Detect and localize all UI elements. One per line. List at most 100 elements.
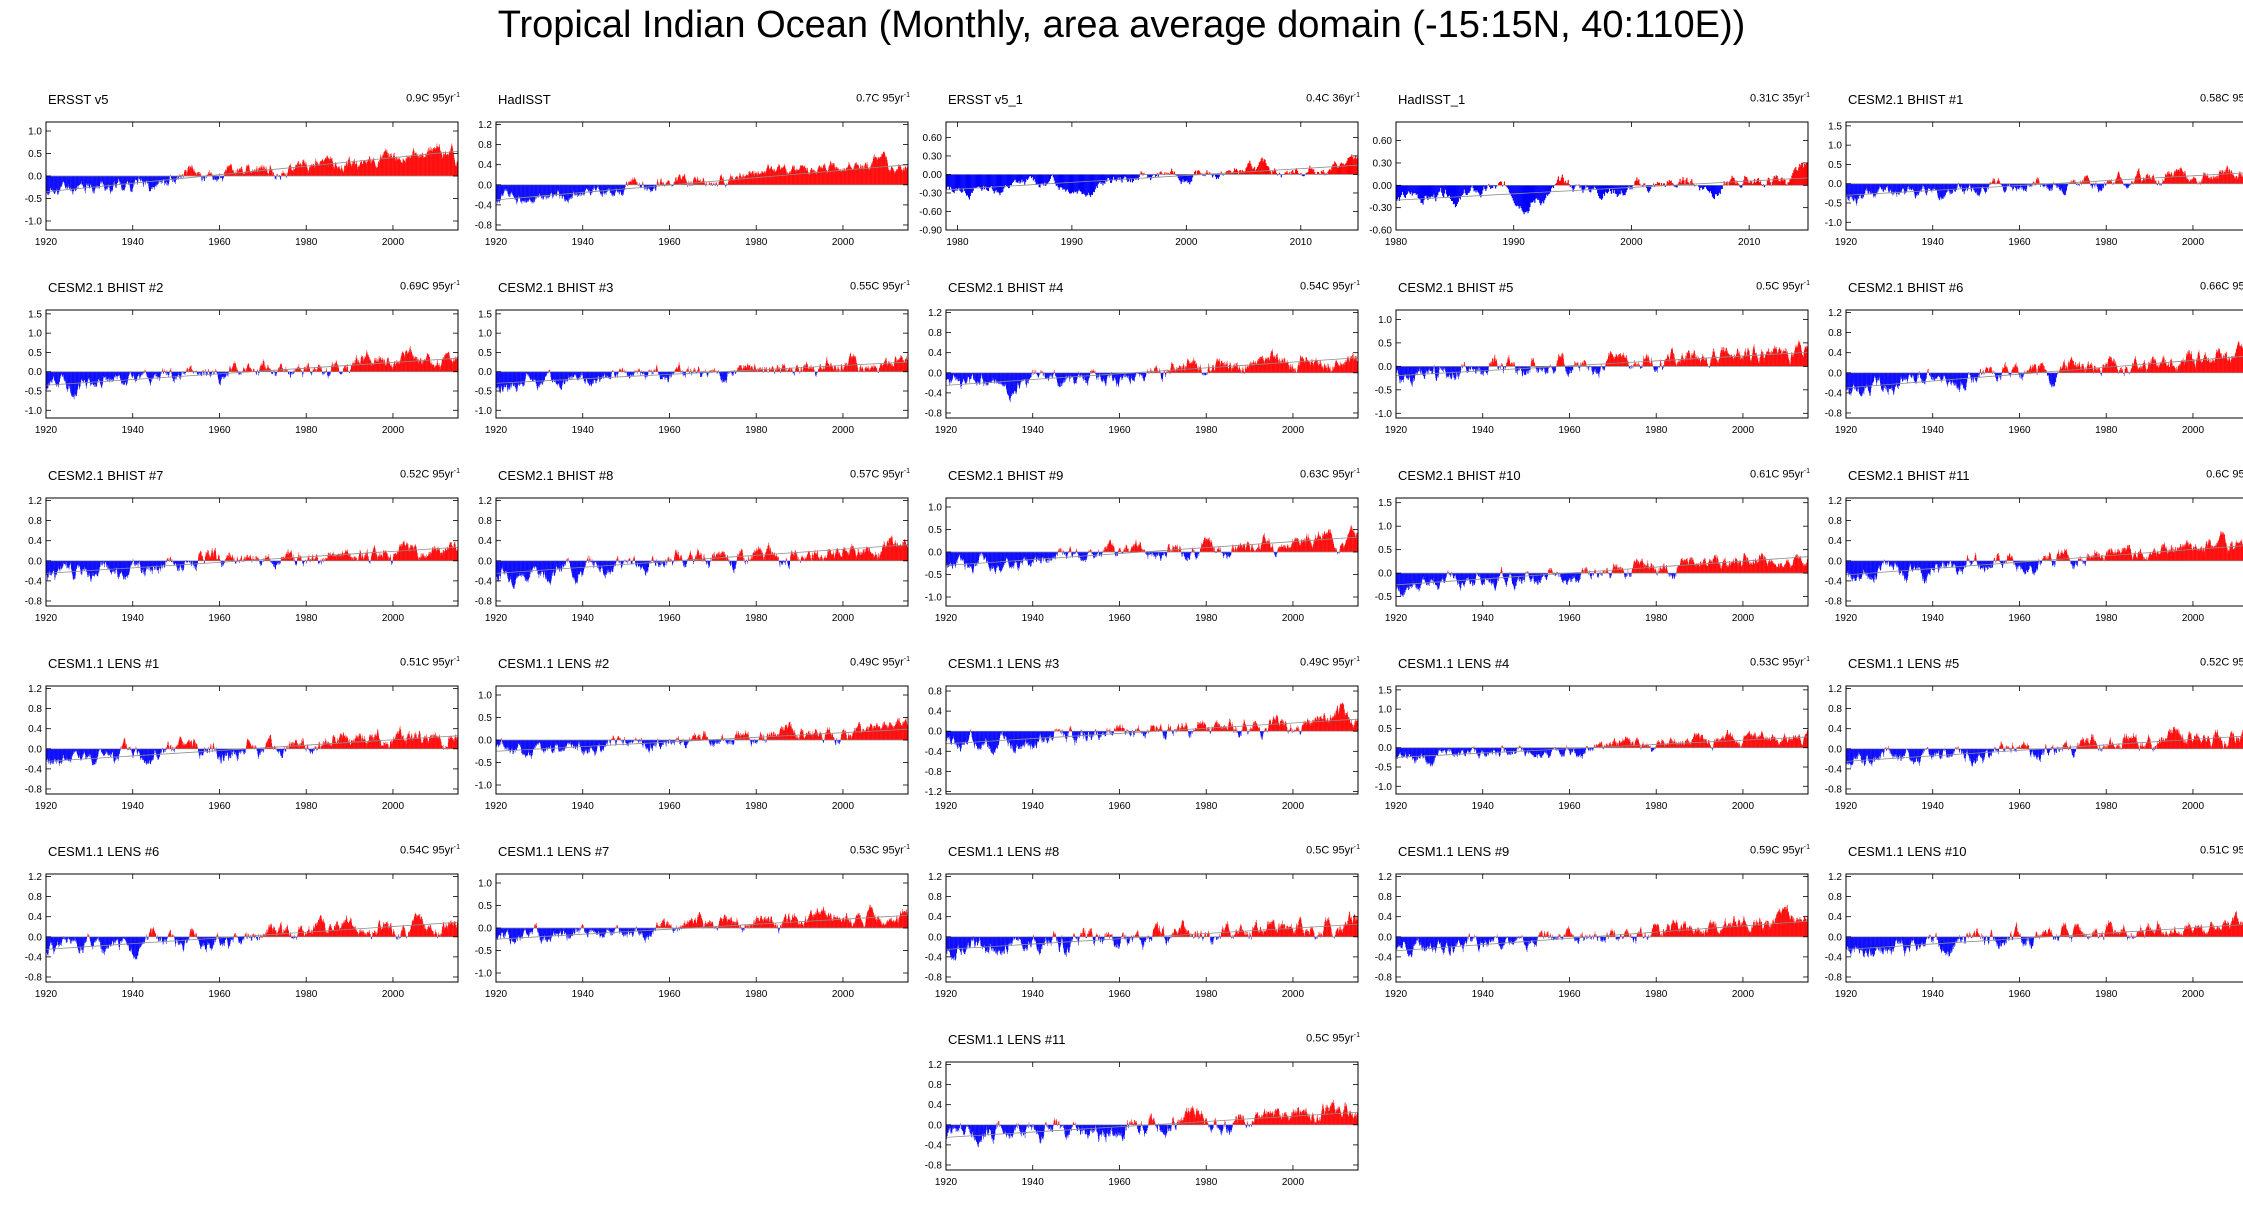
anomaly-bar [687,184,689,188]
anomaly-bar [992,174,994,191]
anomaly-bar [1516,185,1518,206]
anomaly-bar [1288,173,1290,175]
anomaly-bar [739,175,741,185]
anomaly-bar [827,171,828,185]
anomaly-bar [801,166,802,185]
anomaly-bar [1228,170,1230,175]
anomaly-bar [830,160,831,185]
anomaly-bar [1929,183,1930,190]
anomaly-bar [1928,183,1929,189]
anomaly-bar [266,169,268,176]
anomaly-bar [2151,179,2152,184]
anomaly-bar [2043,183,2045,188]
anomaly-bar [514,184,516,201]
anomaly-bar [812,170,814,185]
anomaly-bar [2147,174,2149,184]
anomaly-bar [356,161,357,176]
anomaly-bar [1164,172,1166,175]
anomaly-bar [68,371,69,389]
anomaly-bar [1143,172,1145,175]
anomaly-bar [353,161,355,176]
anomaly-bar [1867,183,1869,194]
anomaly-bar [596,184,597,189]
anomaly-bar [756,172,758,185]
anomaly-bar [1655,184,1658,186]
anomaly-bar [583,184,584,196]
anomaly-bar [1292,170,1294,175]
anomaly-bar [2150,179,2152,184]
anomaly-bar [657,180,658,185]
anomaly-bar [81,176,82,185]
anomaly-bar [1554,184,1557,186]
anomaly-bar [2166,172,2168,184]
anomaly-bar [1990,182,1991,184]
anomaly-bar [880,157,881,185]
anomaly-bar [2237,179,2238,184]
anomaly-bar [1914,183,1915,195]
anomaly-bar [1532,185,1534,203]
anomaly-bar [839,170,840,185]
anomaly-bar [1994,181,1996,184]
anomaly-bar [2115,178,2117,184]
anomaly-bar [216,176,217,180]
anomaly-bar [1943,183,1944,199]
anomaly-bar [2187,179,2189,184]
anomaly-bar [761,172,763,185]
anomaly-bar [615,184,616,192]
anomaly-bar [622,184,623,195]
anomaly-bar [863,169,865,185]
anomaly-bar [348,158,349,176]
anomaly-bar [1473,185,1475,192]
anomaly-bar [192,168,194,176]
anomaly-bar [786,171,787,185]
anomaly-bar [356,165,358,176]
anomaly-bar [374,162,376,176]
anomaly-bar [197,371,198,376]
anomaly-bar [2219,170,2221,184]
anomaly-bar [772,169,773,185]
anomaly-bar [1877,183,1878,191]
anomaly-bar [600,184,602,194]
anomaly-bar [1474,185,1476,191]
anomaly-bar [2141,180,2142,184]
anomaly-bar [223,176,224,178]
anomaly-bar [1114,174,1116,180]
x-tick-label: 1980 [946,237,969,248]
anomaly-bar [187,170,188,176]
anomaly-bar [445,153,447,176]
anomaly-bar [2089,181,2091,184]
anomaly-bar [603,184,605,192]
anomaly-bar [1255,170,1257,175]
anomaly-bar [575,184,577,194]
anomaly-bar [902,169,904,185]
anomaly-bar [162,176,163,183]
anomaly-bar [370,160,371,176]
anomaly-bar [384,152,386,176]
anomaly-bar [352,163,354,176]
anomaly-bar [392,157,393,176]
anomaly-bar [129,371,130,373]
anomaly-bar [1591,185,1593,189]
anomaly-bar [64,371,65,382]
anomaly-bar [275,176,277,180]
anomaly-bar [360,162,361,176]
anomaly-bar [1476,185,1478,191]
anomaly-bar [1168,173,1170,175]
anomaly-bar [1229,170,1231,175]
anomaly-bar [1968,183,1970,187]
anomaly-bar [632,177,634,185]
anomaly-bar [1993,180,1995,184]
anomaly-bar [526,184,527,203]
anomaly-bar [558,184,560,194]
anomaly-bar [1926,183,1928,193]
anomaly-bar [1401,185,1404,192]
anomaly-bar [1881,183,1882,190]
anomaly-bar [1670,180,1672,186]
anomaly-bar [90,371,91,384]
anomaly-bar [215,176,217,179]
anomaly-bar [1544,185,1546,201]
anomaly-bar [392,158,394,176]
anomaly-bar [172,176,173,180]
anomaly-bar [247,166,249,176]
anomaly-bar [678,174,680,185]
